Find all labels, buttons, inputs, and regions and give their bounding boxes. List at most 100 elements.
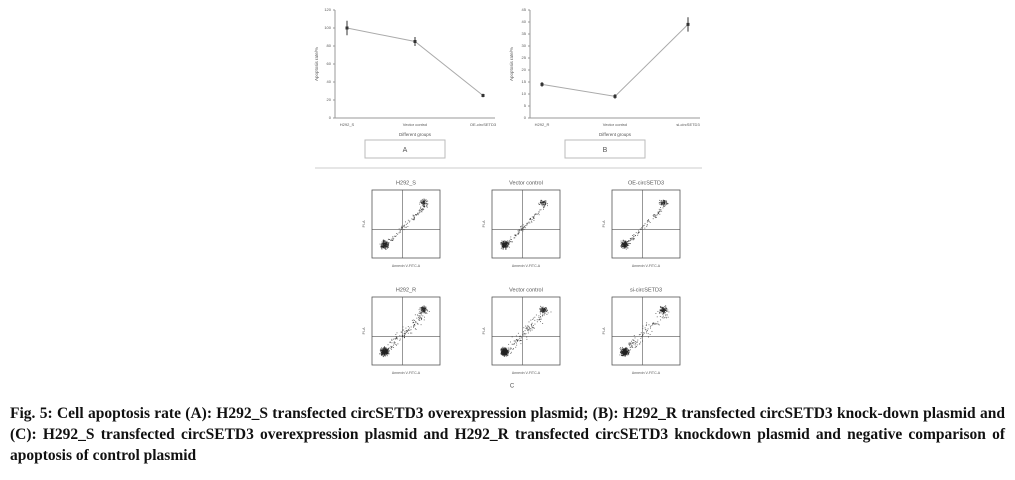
dot <box>401 227 403 229</box>
dot <box>504 245 506 247</box>
dot <box>510 352 512 354</box>
dot <box>624 350 626 351</box>
dot <box>386 355 388 357</box>
dot <box>527 327 529 329</box>
dot <box>512 241 513 243</box>
dot <box>633 234 635 235</box>
dot <box>532 317 534 319</box>
dot <box>631 342 633 344</box>
dot <box>661 307 663 309</box>
dot <box>524 334 526 336</box>
dot <box>622 244 624 246</box>
dot <box>381 246 383 248</box>
dot <box>541 200 543 202</box>
dot <box>628 242 630 244</box>
dot <box>382 244 384 246</box>
dot <box>646 226 648 228</box>
dot <box>625 240 627 242</box>
dot <box>519 335 521 337</box>
dot <box>393 341 395 343</box>
dot <box>420 318 422 320</box>
dot <box>540 309 542 311</box>
dot <box>415 321 417 323</box>
dot <box>391 340 393 341</box>
dot <box>531 221 533 223</box>
y-tick-label: 100 <box>324 25 331 30</box>
dot <box>409 329 411 331</box>
panel-title: Vector control <box>509 180 543 186</box>
dot <box>661 201 663 203</box>
dot <box>539 209 541 211</box>
dot <box>663 201 665 203</box>
dot <box>422 315 424 317</box>
dot <box>386 349 388 351</box>
dot <box>421 308 423 310</box>
dot <box>503 351 505 353</box>
dot <box>666 314 668 316</box>
flow-x-label: Annexin V-FITC-A <box>512 264 541 268</box>
dot <box>511 336 513 338</box>
dot <box>391 238 393 240</box>
dot <box>533 327 535 329</box>
dot <box>542 203 544 205</box>
dot <box>388 242 390 244</box>
dot <box>515 342 517 344</box>
dot <box>536 213 538 215</box>
dot <box>403 229 405 231</box>
dot <box>655 215 657 217</box>
dot <box>501 352 502 354</box>
dot <box>544 202 545 204</box>
dot <box>413 219 415 221</box>
dot <box>635 232 637 234</box>
dot <box>504 348 506 350</box>
dot <box>544 200 546 202</box>
dot <box>528 321 530 323</box>
dot <box>383 240 385 242</box>
dot <box>385 247 387 249</box>
dot <box>539 318 541 320</box>
dot <box>384 347 386 348</box>
dot <box>413 217 415 219</box>
dot <box>623 241 625 243</box>
dot <box>424 203 426 205</box>
dot <box>385 349 387 351</box>
dot <box>619 348 621 350</box>
dot <box>386 350 388 352</box>
dot <box>509 347 511 349</box>
dot <box>538 214 540 216</box>
dot <box>657 310 659 312</box>
dot <box>424 308 425 310</box>
dot <box>423 200 425 202</box>
dot <box>507 351 509 353</box>
dot <box>500 243 502 245</box>
dot <box>382 351 383 353</box>
dot <box>410 329 412 331</box>
dot <box>379 353 381 355</box>
dot <box>423 201 425 203</box>
dot <box>500 243 502 245</box>
y-tick-label: 5 <box>524 103 527 108</box>
dot <box>510 351 512 353</box>
y-tick-label: 40 <box>327 79 332 84</box>
dot <box>546 308 548 310</box>
dot <box>411 319 413 321</box>
dot <box>622 243 624 245</box>
dot <box>503 245 504 247</box>
dot <box>534 319 536 321</box>
dot <box>412 215 414 217</box>
dot <box>628 350 630 352</box>
dot <box>380 246 382 248</box>
dot <box>424 199 425 201</box>
dot <box>647 333 649 335</box>
dot <box>541 310 543 312</box>
dot <box>645 325 647 327</box>
dot <box>625 351 627 353</box>
dot <box>529 328 531 330</box>
dot <box>531 219 533 220</box>
dot <box>422 200 424 202</box>
dot <box>425 206 427 208</box>
dot <box>392 236 394 238</box>
dot <box>387 242 389 243</box>
dot <box>391 342 393 344</box>
dot <box>647 224 648 226</box>
